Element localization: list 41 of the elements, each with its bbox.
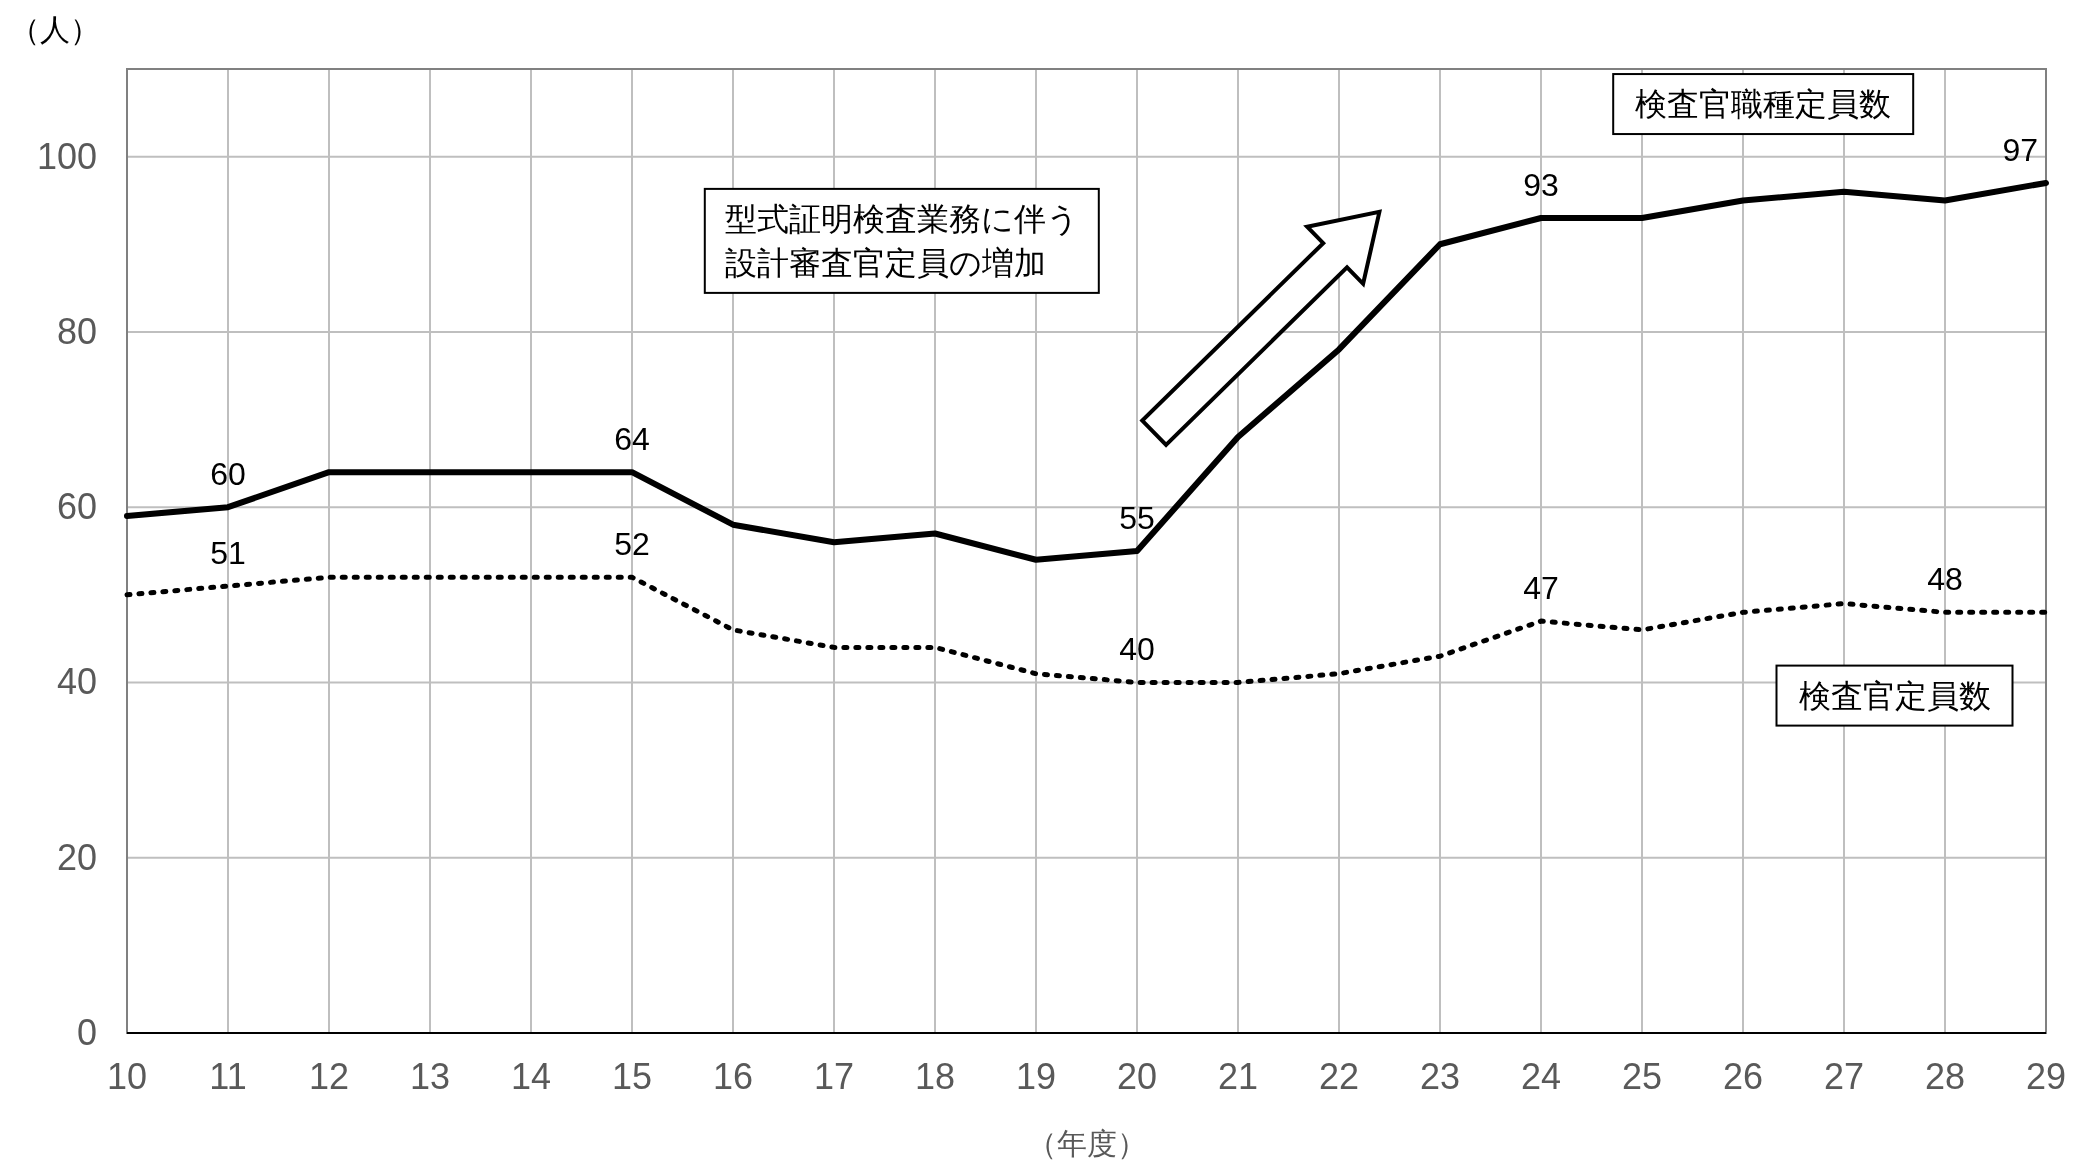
data-label: 60 (210, 456, 246, 493)
y-tick-label: 20 (56, 836, 97, 878)
data-label: 51 (210, 535, 246, 572)
data-label: 93 (1523, 166, 1559, 203)
x-tick-label: 26 (1722, 1056, 1764, 1097)
x-tick-label: 18 (914, 1056, 956, 1097)
text: 検査官定員数 (1798, 677, 1991, 714)
y-axis-title: （人） (10, 13, 100, 46)
data-label: 48 (1927, 561, 1963, 598)
x-axis-title: （年度） (1026, 1127, 1147, 1160)
x-tick-label: 17 (813, 1056, 855, 1097)
data-label: 47 (1523, 570, 1559, 607)
data-label: 64 (614, 421, 650, 458)
data-label: 55 (1119, 500, 1155, 536)
x-tick-label: 19 (1015, 1056, 1057, 1097)
data-label: 97 (2002, 131, 2038, 168)
x-tick-label: 11 (209, 1056, 247, 1097)
y-tick-label: 0 (76, 1012, 97, 1053)
x-tick-label: 28 (1924, 1056, 1966, 1097)
x-tick-label: 21 (1217, 1056, 1259, 1097)
x-tick-label: 14 (510, 1056, 552, 1097)
y-tick-label: 80 (56, 310, 97, 352)
x-tick-label: 23 (1419, 1056, 1461, 1097)
annotation: 型式証明検査業務に伴う設計審査官定員の増加 (724, 200, 1079, 281)
y-tick-label: 100 (36, 135, 97, 177)
text: 検査官職種定員数 (1635, 86, 1892, 123)
x-tick-label: 12 (308, 1056, 350, 1097)
x-tick-label: 16 (712, 1056, 754, 1097)
x-tick-label: 13 (409, 1056, 451, 1097)
y-tick-label: 40 (56, 661, 97, 703)
data-label: 40 (1119, 631, 1155, 668)
x-tick-label: 20 (1116, 1056, 1158, 1097)
x-tick-label: 15 (611, 1056, 653, 1097)
x-tick-label: 24 (1520, 1056, 1562, 1097)
x-tick-label: 22 (1318, 1056, 1360, 1097)
y-tick-label: 60 (56, 486, 97, 528)
data-label: 52 (614, 526, 650, 563)
x-tick-label: 27 (1823, 1056, 1865, 1097)
x-tick-label: 10 (106, 1056, 148, 1097)
x-tick-label: 29 (2025, 1056, 2067, 1097)
x-tick-label: 25 (1621, 1056, 1663, 1097)
